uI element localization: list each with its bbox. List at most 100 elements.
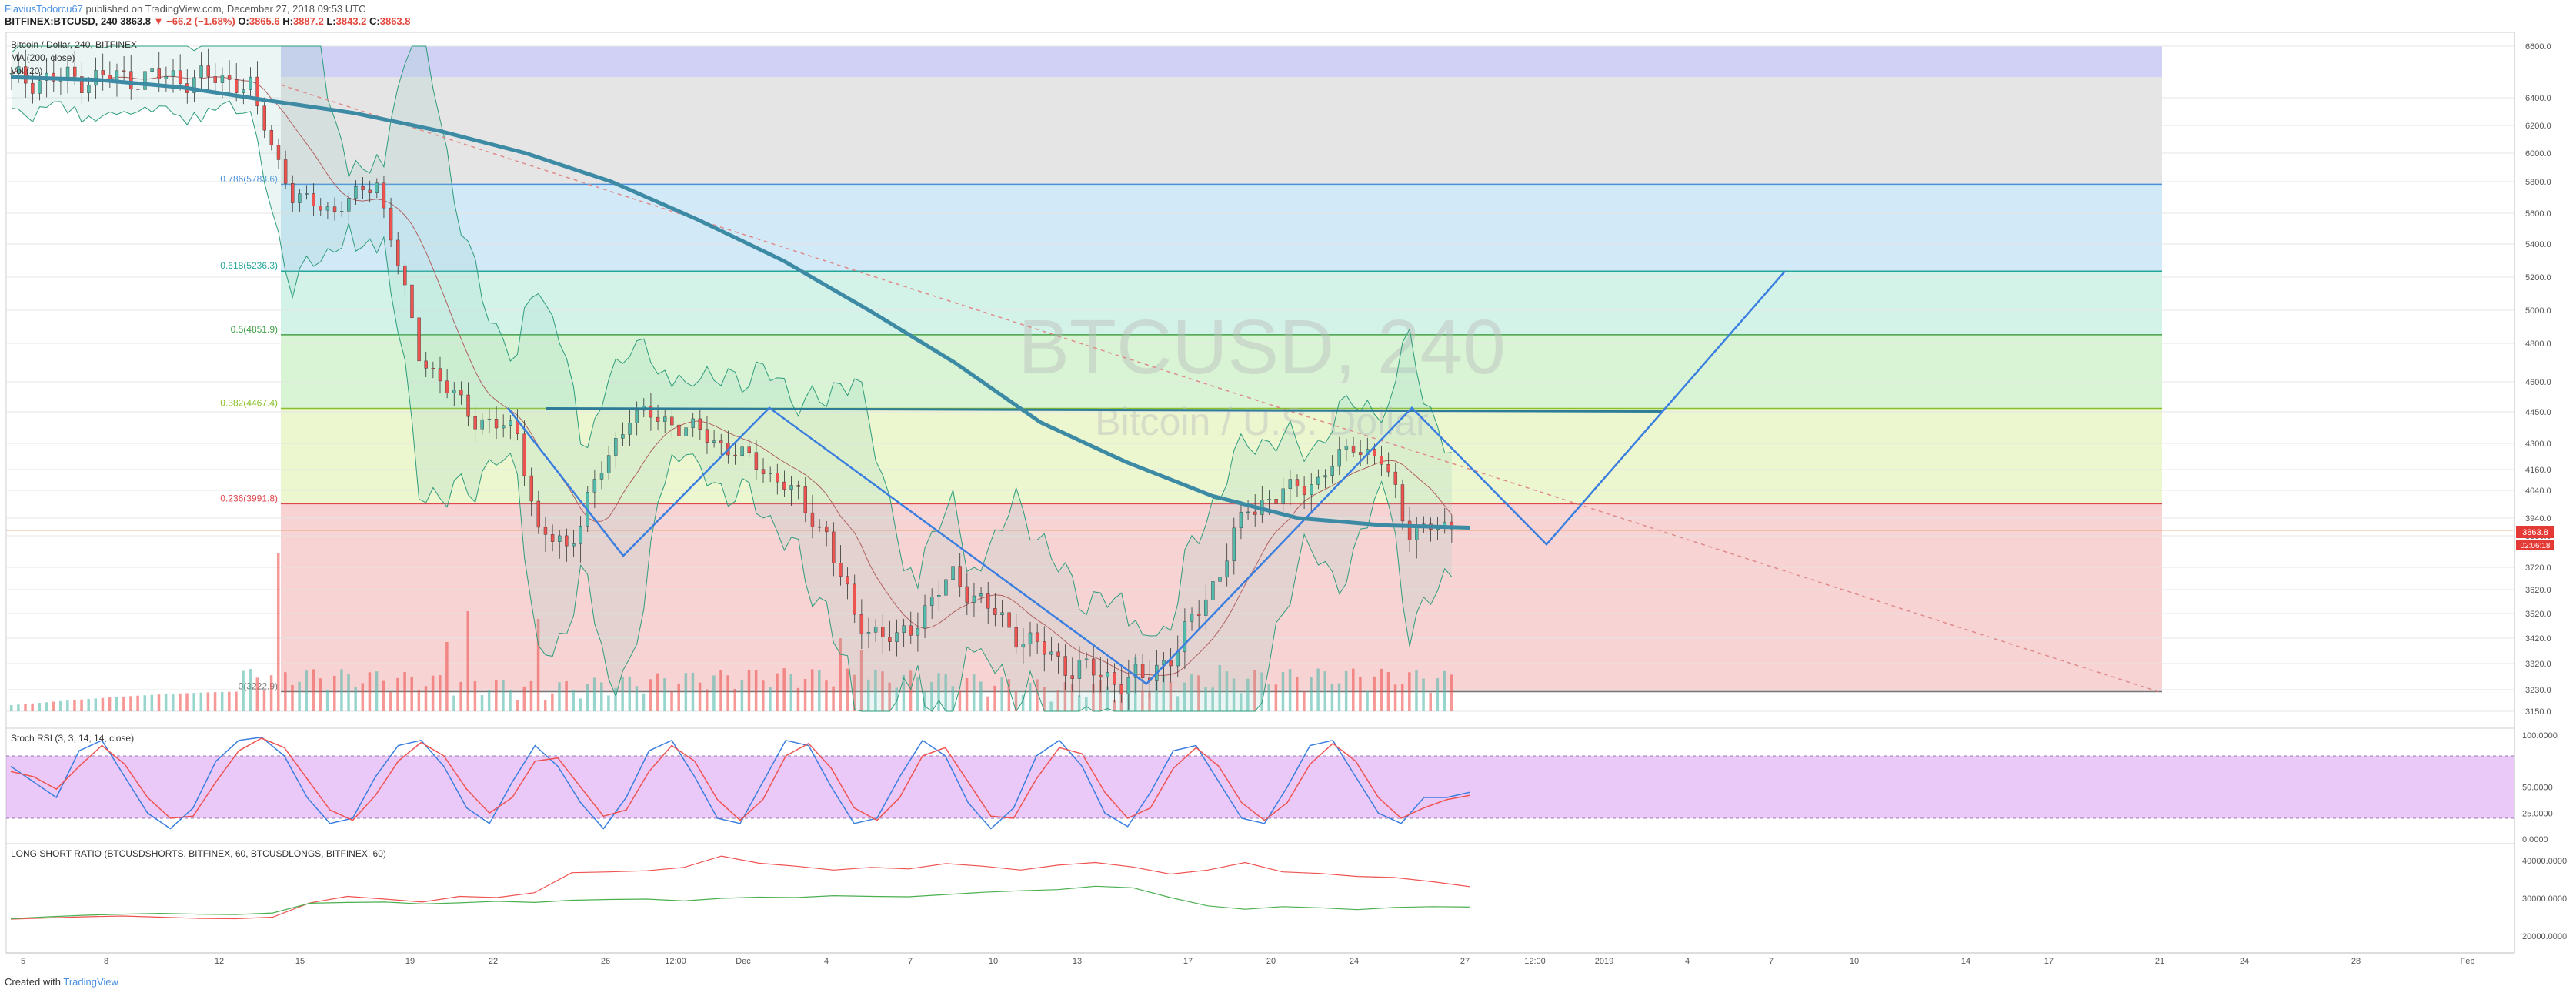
candle-body — [319, 206, 322, 211]
candle-body — [1253, 511, 1257, 515]
volume-bar — [284, 672, 287, 711]
volume-bar — [17, 704, 20, 711]
candle-body — [178, 70, 182, 84]
time-tick: 15 — [295, 957, 305, 966]
candle-body — [347, 198, 351, 212]
volume-bar — [199, 692, 203, 711]
volume-bar — [58, 700, 62, 711]
drawings[interactable] — [280, 84, 2159, 693]
volume-bar — [916, 677, 919, 711]
volume-bar — [1344, 670, 1348, 711]
candle-body — [466, 394, 470, 417]
time-tick: Dec — [736, 957, 751, 966]
price-axis[interactable]: 6600.0 6400.0 6200.0 6000.0 5800.0 5600.0 5400… — [2525, 42, 2551, 717]
candle-body — [150, 68, 154, 72]
volume-bar — [445, 642, 449, 711]
volume-bar — [340, 669, 343, 711]
countdown-badge-bg — [2516, 540, 2554, 550]
price-tick: 4800.0 — [2525, 339, 2551, 349]
candle-body — [550, 534, 555, 542]
candle-body — [565, 535, 569, 547]
volume-bar — [986, 696, 989, 711]
stoch-tick: 25.0000 — [2522, 809, 2553, 818]
candle-body — [972, 595, 976, 603]
candle-body — [1140, 664, 1145, 679]
candle-body — [157, 68, 161, 79]
volume-bar — [832, 686, 835, 711]
volume-bar — [592, 677, 596, 711]
volume-bar — [1267, 684, 1270, 711]
stoch-k-line — [10, 736, 1470, 830]
volume-bar — [298, 681, 301, 711]
volume-bar — [108, 697, 112, 711]
candle-body — [1000, 612, 1004, 615]
time-tick: 28 — [2351, 957, 2361, 966]
candle-body — [958, 566, 962, 587]
time-axis[interactable]: 5 8 12 15 19 22 26 12:00 Dec 4 7 10 13 17 20 24 27 12:00 2… — [6, 952, 2514, 966]
time-tick: 27 — [1460, 957, 1470, 966]
candle-body — [662, 416, 667, 422]
candle-body — [24, 66, 28, 84]
volume-bar — [558, 682, 561, 711]
candle-body — [1035, 632, 1039, 642]
candle-body — [122, 70, 126, 72]
candle-body — [1063, 656, 1067, 676]
volume-bar — [45, 702, 48, 711]
vol-legend: Vol (20) — [11, 65, 42, 76]
volume-bar — [249, 669, 252, 711]
volume-bar — [691, 672, 695, 711]
volume-bar — [944, 674, 947, 711]
candle-body — [283, 159, 288, 184]
volume-bar — [607, 695, 610, 711]
time-tick: 5 — [21, 957, 25, 966]
candle-body — [796, 485, 800, 487]
volume-bar — [502, 680, 505, 711]
time-tick: 24 — [1350, 957, 1359, 966]
ma-200-line — [10, 75, 1470, 530]
time-tick: 10 — [989, 957, 998, 966]
candle-body — [965, 586, 969, 603]
author-link[interactable]: FlaviusTodorcu67 — [5, 3, 83, 15]
candle-body — [705, 429, 709, 443]
volume-bar — [937, 673, 940, 711]
volume-bar — [1218, 665, 1222, 711]
candle-body — [1126, 677, 1131, 694]
candle-body — [1028, 632, 1033, 644]
high-value: 3887.2 — [292, 15, 324, 27]
volume-bar — [733, 688, 736, 711]
volume-bar — [895, 687, 899, 711]
candle-body — [16, 66, 21, 74]
time-tick: 4 — [1685, 957, 1690, 966]
volume-bar — [1021, 694, 1025, 711]
volume-bar — [663, 678, 666, 711]
volume-bar — [705, 689, 709, 711]
candle-body — [1183, 621, 1187, 652]
tradingview-brand[interactable]: TradingView — [63, 976, 118, 988]
time-tick: 10 — [1850, 957, 1859, 966]
candle-body — [262, 105, 266, 131]
footer: Created with TradingView — [5, 976, 118, 988]
ls-tick: 40000.0000 — [2522, 857, 2567, 866]
candle-body — [1323, 475, 1327, 478]
candle-body — [192, 77, 196, 93]
volume-bar — [431, 675, 435, 711]
ls-shorts-line — [10, 855, 1470, 920]
volume-bar — [902, 674, 906, 711]
volume-bar — [930, 681, 933, 711]
volume-bar — [993, 685, 996, 711]
volume-bar — [347, 674, 350, 711]
candle-body — [396, 239, 400, 266]
fibonacci-retracement[interactable]: 0.786(5783.6)0.618(5236.3)0.5(4851.9)0.3… — [220, 46, 2162, 693]
candle-body — [937, 594, 941, 597]
volume-bar — [888, 682, 891, 711]
time-tick: 4 — [824, 957, 829, 966]
candle-body — [614, 438, 618, 456]
candle-body — [1204, 599, 1208, 616]
price-tick: 4450.0 — [2525, 408, 2551, 417]
volume-bar — [101, 697, 105, 711]
volume-bar — [269, 675, 273, 711]
candle-body — [1007, 612, 1011, 628]
volume-bar — [1155, 679, 1158, 711]
candle-body — [276, 145, 281, 160]
